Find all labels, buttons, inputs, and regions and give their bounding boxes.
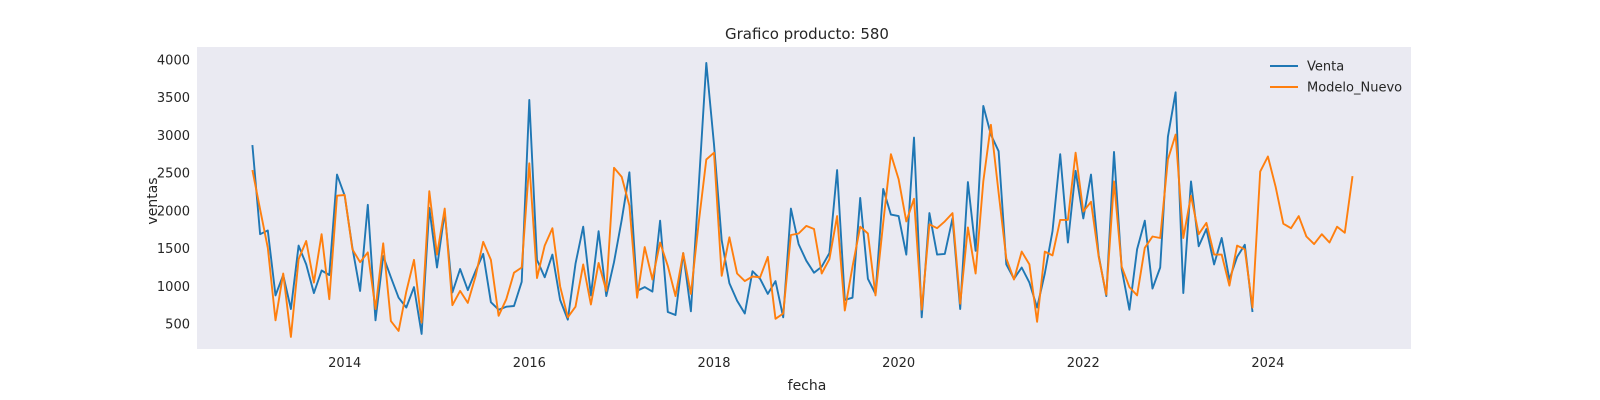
y-tick-label: 500 [165,318,190,333]
series-lines [251,61,1354,338]
chart-title: Grafico producto: 580 [725,25,889,43]
legend: Venta Modelo_Nuevo [1270,60,1402,96]
x-tick-label: 2014 [328,356,361,371]
y-axis-label: ventas [145,177,161,224]
x-tick-label: 2018 [697,356,730,371]
y-tick-label: 1000 [157,280,190,295]
y-tick-label: 2500 [157,167,190,182]
series-line-modelo-nuevo [251,123,1354,338]
x-tick-label: 2022 [1067,356,1100,371]
x-axis-label: fecha [788,378,827,394]
legend-label: Modelo_Nuevo [1307,81,1402,96]
plot-background [197,47,1411,349]
y-ticks: 500 1000 1500 2000 2500 3000 3500 4000 [157,53,190,332]
x-tick-label: 2024 [1251,356,1284,371]
series-line-venta [251,61,1254,335]
x-ticks: 2014 2016 2018 2020 2022 2024 [328,356,1284,371]
y-tick-label: 1500 [157,242,190,257]
x-tick-label: 2016 [513,356,546,371]
y-tick-label: 3500 [157,91,190,106]
y-tick-label: 3000 [157,129,190,144]
x-tick-label: 2020 [882,356,915,371]
y-tick-label: 4000 [157,53,190,68]
legend-label: Venta [1307,60,1344,75]
y-tick-label: 2000 [157,204,190,219]
